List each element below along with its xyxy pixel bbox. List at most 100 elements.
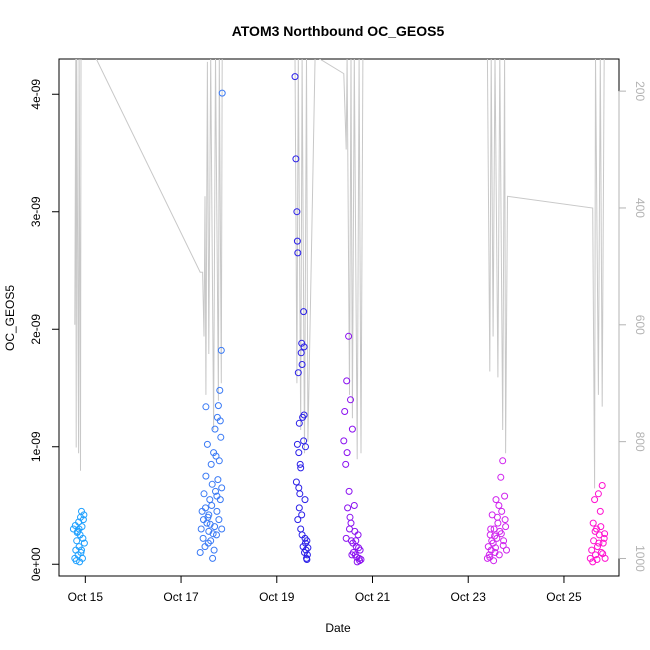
data-point xyxy=(200,516,207,524)
data-point xyxy=(302,539,309,547)
data-point xyxy=(216,417,224,425)
data-point xyxy=(500,537,508,545)
data-point xyxy=(300,411,308,419)
data-point xyxy=(599,550,607,558)
data-point xyxy=(217,346,225,354)
y-axis: 0e+00 1e-09 2e-09 3e-09 4e-09 xyxy=(29,79,60,581)
data-point xyxy=(348,551,356,559)
data-point xyxy=(343,449,351,457)
data-point xyxy=(218,484,226,492)
y-tick-label: 4e-09 xyxy=(29,79,43,110)
data-point xyxy=(79,554,86,562)
data-point xyxy=(501,516,509,524)
data-point xyxy=(345,487,353,495)
data-point xyxy=(351,527,359,535)
data-point xyxy=(208,480,216,488)
data-point xyxy=(201,543,209,551)
data-point xyxy=(297,464,305,472)
data-point xyxy=(491,532,499,540)
data-point xyxy=(595,539,603,547)
data-point xyxy=(210,449,218,457)
data-point xyxy=(293,440,301,448)
data-point xyxy=(210,546,218,554)
data-point xyxy=(594,543,601,551)
x-tick-label: Oct 25 xyxy=(546,590,582,604)
data-point xyxy=(291,73,299,81)
data-point xyxy=(202,472,210,480)
data-point xyxy=(591,496,599,504)
data-point xyxy=(597,523,605,531)
data-point xyxy=(215,516,223,524)
data-point xyxy=(295,504,303,512)
data-point xyxy=(499,457,507,465)
data-point xyxy=(292,478,300,486)
data-point xyxy=(211,425,219,433)
data-point xyxy=(204,539,212,547)
data-point xyxy=(207,460,215,468)
pressure-line xyxy=(74,59,605,489)
data-point xyxy=(591,527,599,535)
data-point xyxy=(340,437,348,445)
data-point xyxy=(593,556,601,563)
data-point xyxy=(298,361,306,368)
data-point xyxy=(586,554,594,562)
data-point xyxy=(75,525,83,533)
data-point xyxy=(203,440,211,448)
data-point xyxy=(356,557,364,565)
data-point xyxy=(599,539,607,547)
x-tick-label: Oct 17 xyxy=(163,590,199,604)
y2-tick-label: 400 xyxy=(633,198,647,218)
data-point xyxy=(344,504,352,512)
data-point xyxy=(80,511,88,519)
data-point xyxy=(298,339,306,347)
data-point xyxy=(80,539,88,547)
data-point xyxy=(493,513,501,521)
data-point xyxy=(303,556,311,563)
data-point xyxy=(490,525,498,533)
data-point xyxy=(293,237,301,245)
data-point xyxy=(218,525,226,533)
data-point xyxy=(216,386,224,394)
data-point xyxy=(494,519,502,527)
data-point xyxy=(497,473,505,481)
data-point xyxy=(296,460,304,468)
data-point xyxy=(354,531,362,539)
data-point xyxy=(497,530,505,538)
data-point xyxy=(71,522,79,529)
data-point xyxy=(342,460,350,468)
y-tick-label: 2e-09 xyxy=(29,314,43,345)
data-point xyxy=(596,507,604,515)
data-point xyxy=(206,496,214,504)
data-point xyxy=(300,343,308,351)
data-point xyxy=(298,511,306,519)
data-point xyxy=(209,554,217,562)
data-point xyxy=(294,369,302,377)
data-point xyxy=(78,507,85,515)
data-point xyxy=(345,332,353,340)
data-point xyxy=(292,155,300,163)
x-tick-label: Oct 23 xyxy=(451,590,487,604)
pressure-profile xyxy=(74,59,605,489)
data-point xyxy=(342,534,350,542)
data-point xyxy=(486,553,494,561)
data-point xyxy=(78,546,85,554)
data-point xyxy=(502,523,510,531)
data-point xyxy=(348,425,356,433)
data-point xyxy=(72,557,80,565)
data-point xyxy=(595,531,603,539)
y2-tick-label: 800 xyxy=(633,432,647,452)
data-point xyxy=(294,516,302,524)
scatter-points xyxy=(69,73,609,566)
y2-tick-label: 200 xyxy=(633,81,647,101)
data-point xyxy=(202,403,210,411)
data-point xyxy=(214,476,222,484)
y-tick-label: 3e-09 xyxy=(29,196,43,227)
data-point xyxy=(216,496,224,504)
data-point xyxy=(208,502,216,509)
data-point xyxy=(294,249,302,257)
data-point xyxy=(597,549,605,556)
data-point xyxy=(206,520,214,528)
data-point xyxy=(293,208,301,216)
data-point xyxy=(492,496,500,504)
